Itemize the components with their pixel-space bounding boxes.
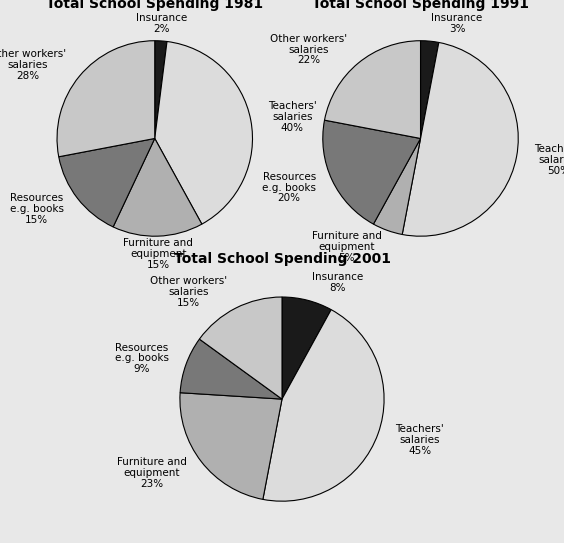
Text: Insurance
8%: Insurance 8%: [312, 272, 363, 293]
Wedge shape: [402, 42, 518, 236]
Wedge shape: [155, 41, 167, 138]
Text: Teachers'
salaries
40%: Teachers' salaries 40%: [268, 101, 317, 132]
Wedge shape: [59, 138, 155, 227]
Wedge shape: [155, 41, 253, 224]
Title: Total School Spending 2001: Total School Spending 2001: [174, 252, 390, 266]
Title: Total School Spending 1981: Total School Spending 1981: [46, 0, 263, 11]
Text: Furniture and
equipment
15%: Furniture and equipment 15%: [124, 238, 193, 269]
Wedge shape: [373, 138, 421, 235]
Title: Total School Spending 1991: Total School Spending 1991: [312, 0, 529, 11]
Wedge shape: [113, 138, 202, 236]
Wedge shape: [180, 339, 282, 399]
Wedge shape: [323, 120, 421, 224]
Text: Insurance
3%: Insurance 3%: [431, 13, 483, 34]
Text: Furniture and
equipment
5%: Furniture and equipment 5%: [311, 231, 381, 263]
Wedge shape: [282, 297, 331, 399]
Text: Insurance
2%: Insurance 2%: [136, 13, 188, 34]
Text: Resources
e.g. books
9%: Resources e.g. books 9%: [114, 343, 169, 374]
Text: Other workers'
salaries
22%: Other workers' salaries 22%: [270, 34, 347, 65]
Wedge shape: [421, 41, 439, 138]
Wedge shape: [180, 393, 282, 500]
Text: Resources
e.g. books
20%: Resources e.g. books 20%: [262, 172, 316, 204]
Wedge shape: [324, 41, 421, 138]
Wedge shape: [263, 310, 384, 501]
Text: Other workers'
salaries
28%: Other workers' salaries 28%: [0, 49, 66, 81]
Text: Furniture and
equipment
23%: Furniture and equipment 23%: [117, 457, 187, 489]
Text: Other workers'
salaries
15%: Other workers' salaries 15%: [150, 276, 227, 307]
Text: Teachers'
salaries
45%: Teachers' salaries 45%: [395, 424, 444, 456]
Wedge shape: [57, 41, 155, 157]
Text: Teachers'
salaries
50%: Teachers' salaries 50%: [534, 144, 564, 176]
Text: Resources
e.g. books
15%: Resources e.g. books 15%: [10, 193, 64, 225]
Wedge shape: [200, 297, 282, 399]
